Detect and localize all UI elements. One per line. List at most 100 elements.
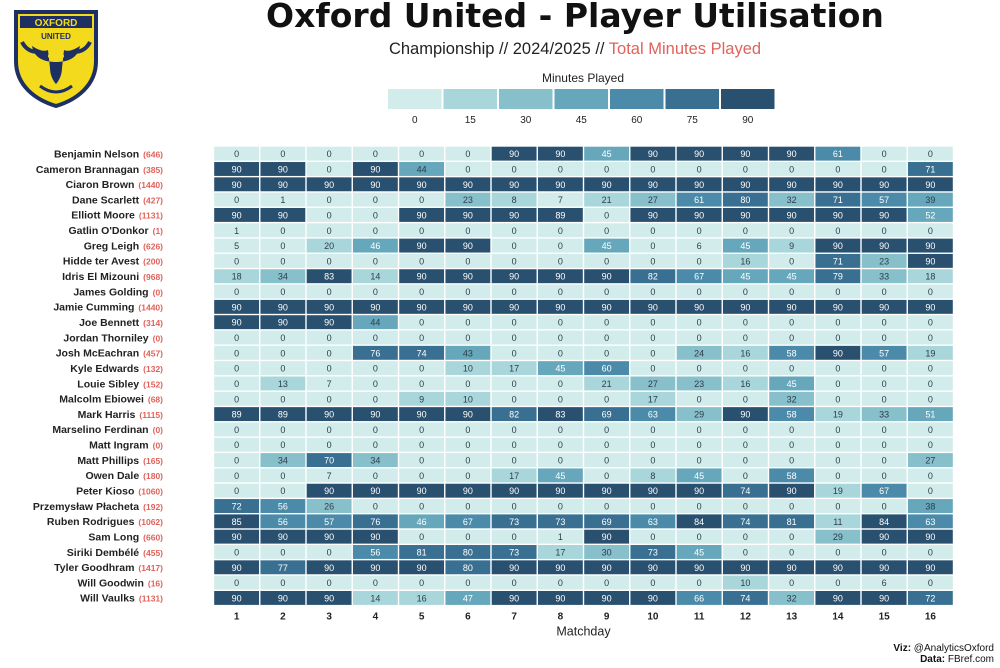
heat-cell xyxy=(907,407,953,422)
heat-cell-value: 0 xyxy=(373,471,378,481)
heat-cell xyxy=(445,391,491,406)
heat-cell xyxy=(815,453,861,468)
heat-cell-value: 83 xyxy=(555,410,565,420)
heat-cell-value: 90 xyxy=(879,180,889,190)
player-name: Cameron Brannagan xyxy=(36,164,139,176)
heat-cell xyxy=(260,437,306,452)
heat-cell xyxy=(676,407,722,422)
heat-cell-value: 0 xyxy=(419,333,424,343)
heat-cell-value: 32 xyxy=(787,593,797,603)
heat-cell xyxy=(722,284,768,299)
heat-cell xyxy=(861,223,907,238)
heat-cell-value: 56 xyxy=(370,547,380,557)
heat-cell xyxy=(769,545,815,559)
heat-cell-value: 0 xyxy=(512,226,517,236)
row-label-1: Benjamin Nelson (646) xyxy=(54,148,163,160)
heat-cell xyxy=(445,315,491,330)
heat-cell-value: 0 xyxy=(743,333,748,343)
heat-cell xyxy=(491,315,537,330)
heat-cell xyxy=(445,407,491,422)
heat-cell-value: 0 xyxy=(512,456,517,466)
heat-cell-value: 90 xyxy=(324,593,334,603)
row-label-19: Marselino Ferdinan (0) xyxy=(52,424,163,436)
heat-cell xyxy=(306,192,352,207)
heat-cell-value: 90 xyxy=(833,348,843,358)
heat-cell xyxy=(584,468,630,483)
heat-cell xyxy=(306,269,352,284)
heat-cell-value: 0 xyxy=(835,333,840,343)
heat-cell xyxy=(214,162,260,176)
heat-cell xyxy=(445,529,491,544)
heat-cell-value: 0 xyxy=(650,440,655,450)
heat-cell xyxy=(584,391,630,406)
heat-cell-value: 0 xyxy=(373,425,378,435)
player-total-minutes: (1417) xyxy=(138,563,163,573)
heat-cell-value: 0 xyxy=(835,425,840,435)
heat-cell xyxy=(676,269,722,284)
heat-cell-value: 0 xyxy=(835,456,840,466)
heat-cell-value: 45 xyxy=(602,149,612,159)
heat-cell-value: 30 xyxy=(602,547,612,557)
heat-cell xyxy=(584,453,630,468)
heat-cell xyxy=(676,422,722,437)
heat-cell xyxy=(491,545,537,559)
x-tick-label: 6 xyxy=(465,612,471,623)
heat-cell-value: 90 xyxy=(509,563,519,573)
heat-cell xyxy=(260,177,306,192)
player-total-minutes: (1062) xyxy=(138,517,163,527)
x-tick-label: 16 xyxy=(925,612,937,623)
heat-cell-value: 45 xyxy=(602,241,612,251)
player-name: Matt Ingram xyxy=(89,440,149,452)
heat-cell-value: 0 xyxy=(604,348,609,358)
heat-cell-value: 0 xyxy=(419,379,424,389)
heat-cell xyxy=(352,345,398,360)
heat-cell xyxy=(769,560,815,575)
heat-cell xyxy=(861,529,907,544)
heat-cell xyxy=(399,468,445,483)
heat-cell xyxy=(907,345,953,360)
heat-cell-value: 0 xyxy=(327,440,332,450)
heat-cell xyxy=(630,560,676,575)
heat-cell xyxy=(722,238,768,253)
heat-cell-value: 90 xyxy=(694,149,704,159)
heat-cell xyxy=(399,315,445,330)
heat-cell xyxy=(630,284,676,299)
heat-cell xyxy=(769,422,815,437)
heat-cell-value: 16 xyxy=(740,379,750,389)
heat-cell xyxy=(352,499,398,513)
heat-cell xyxy=(399,391,445,406)
heat-cell xyxy=(630,192,676,207)
heat-cell xyxy=(399,330,445,345)
heat-cell xyxy=(491,590,537,605)
heat-cell-value: 0 xyxy=(327,394,332,404)
player-name: Benjamin Nelson xyxy=(54,148,139,160)
crest-top-text: OXFORD xyxy=(35,18,78,29)
heat-cell-value: 0 xyxy=(650,502,655,512)
heat-cell-value: 69 xyxy=(602,410,612,420)
heat-cell-value: 90 xyxy=(417,272,427,282)
heat-cell xyxy=(676,437,722,452)
heat-cell-value: 8 xyxy=(512,195,517,205)
heat-cell xyxy=(584,284,630,299)
row-label-21: Matt Phillips (165) xyxy=(77,455,163,467)
heat-cell-value: 73 xyxy=(509,517,519,527)
player-name: Siriki Dembélé xyxy=(67,547,140,559)
heat-cell xyxy=(722,514,768,529)
heat-cell-value: 0 xyxy=(465,471,470,481)
heat-cell xyxy=(907,162,953,176)
legend-swatch-15 xyxy=(443,89,497,109)
heat-cell-value: 57 xyxy=(324,517,334,527)
heat-cell-value: 0 xyxy=(558,226,563,236)
heat-cell xyxy=(630,361,676,376)
heat-cell xyxy=(907,437,953,452)
heat-cell-value: 19 xyxy=(833,410,843,420)
heat-cell-value: 0 xyxy=(419,456,424,466)
heat-cell-value: 90 xyxy=(648,180,658,190)
heat-cell-value: 0 xyxy=(928,149,933,159)
heat-cell xyxy=(537,391,583,406)
heat-cell-value: 90 xyxy=(925,302,935,312)
heat-cell xyxy=(214,529,260,544)
heat-cell-value: 90 xyxy=(787,486,797,496)
row-label-15: Kyle Edwards (132) xyxy=(70,363,163,375)
x-tick-label: 3 xyxy=(326,612,332,623)
